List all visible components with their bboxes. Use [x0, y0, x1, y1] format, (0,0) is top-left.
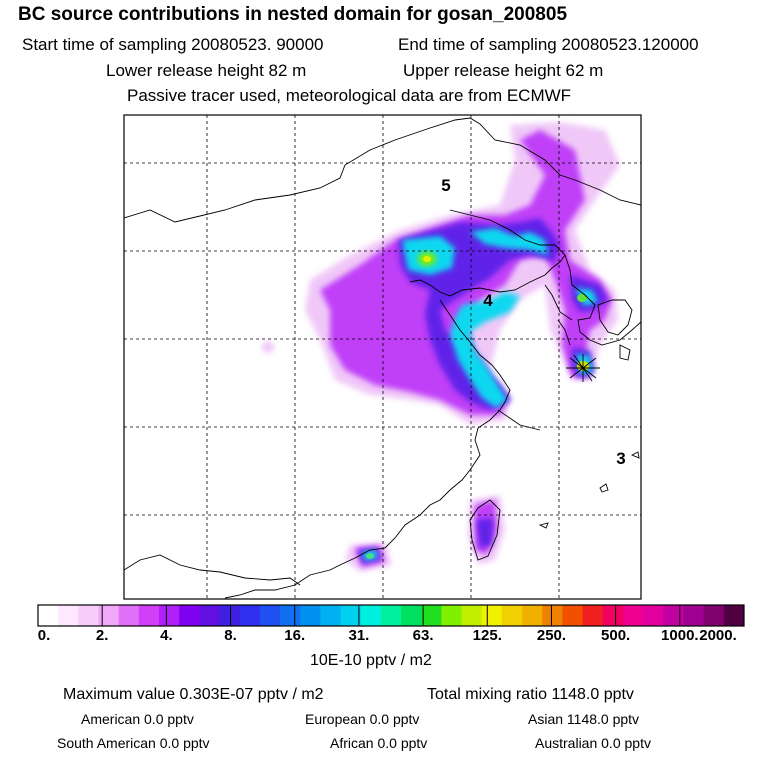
colorbar-cell [622, 605, 644, 626]
receptor-star-icon [566, 354, 600, 382]
colorbar [37, 604, 745, 627]
colorbar-cell [118, 605, 140, 626]
end-time-label: End time of sampling 20080523.120000 [398, 35, 699, 54]
colorbar-cell [562, 605, 584, 626]
colorbar-cell [360, 605, 382, 626]
colorbar-tick-label: 125. [472, 627, 502, 644]
start-time-label: Start time of sampling 20080523. 90000 [22, 35, 324, 54]
colorbar-tick-label: 63. [412, 627, 434, 644]
max-value-label: Maximum value 0.303E-07 pptv / m2 [63, 686, 324, 703]
colorbar-cell [38, 605, 59, 626]
colorbar-cell [199, 605, 221, 626]
colorbar-cell [300, 605, 321, 626]
region-label-4: 4 [483, 291, 493, 310]
colorbar-border [37, 604, 745, 627]
colorbar-cell [320, 605, 342, 626]
colorbar-tick-label: 4. [160, 627, 173, 644]
colorbar-cell [481, 605, 503, 626]
plume-field [262, 122, 620, 572]
colorbar-cell [380, 605, 402, 626]
region-label-5: 5 [441, 176, 450, 195]
colorbar-cell [602, 605, 624, 626]
colorbar-cell [401, 605, 422, 626]
colorbar-cell [542, 605, 563, 626]
colorbar-cell [159, 605, 180, 626]
map-frame [123, 114, 642, 600]
tracer-info-label: Passive tracer used, meteorological data… [127, 86, 572, 105]
colorbar-cell [98, 605, 120, 626]
colorbar-cell [643, 605, 664, 626]
colorbar-cell [723, 605, 745, 626]
colorbar-cell [582, 605, 604, 626]
colorbar-cell [522, 605, 543, 626]
colorbar-tick-label: 2000. [699, 627, 737, 644]
map-grid [124, 115, 641, 599]
region-label-3: 3 [616, 449, 625, 468]
colorbar-tick-label: 2. [95, 627, 109, 644]
american-contribution: American 0.0 pptv [81, 711, 194, 727]
colorbar-cell [703, 605, 725, 626]
colorbar-cell [78, 605, 100, 626]
colorbar-cell [461, 605, 483, 626]
chart-title: BC source contributions in nested domain… [18, 4, 568, 25]
colorbar-tick-label: 250. [536, 627, 567, 644]
lower-release-label: Lower release height 82 m [106, 61, 307, 80]
african-contribution: African 0.0 pptv [330, 735, 428, 751]
coastlines [124, 117, 641, 599]
colorbar-cell [441, 605, 463, 626]
upper-release-label: Upper release height 62 m [403, 61, 604, 80]
colorbar-cell [58, 605, 79, 626]
colorbar-cell [421, 605, 442, 626]
colorbar-tick-label: 16. [284, 627, 306, 644]
total-mixing-ratio-label: Total mixing ratio 1148.0 pptv [427, 686, 634, 703]
colorbar-cell [179, 605, 200, 626]
colorbar-cell [501, 605, 523, 626]
colorbar-cell [683, 605, 705, 626]
colorbar-cell [138, 605, 160, 626]
colorbar-tick-label: 1000. [661, 627, 699, 644]
colorbar-tick-label: 0. [37, 627, 51, 644]
australian-contribution: Australian 0.0 pptv [535, 735, 651, 751]
colorbar-tick-label: 500. [601, 627, 631, 644]
colorbar-cell [663, 605, 684, 626]
colorbar-cell [259, 605, 281, 626]
colorbar-cell [239, 605, 261, 626]
colorbar-cell [219, 605, 241, 626]
colorbar-tick-label: 8. [224, 627, 237, 644]
south-american-contribution: South American 0.0 pptv [57, 735, 210, 751]
colorbar-cell [340, 605, 362, 626]
colorbar-tick-label: 31. [348, 627, 370, 644]
colorbar-cell [280, 605, 301, 626]
european-contribution: European 0.0 pptv [305, 711, 420, 727]
asian-contribution: Asian 1148.0 pptv [528, 711, 640, 727]
colorbar-unit-label: 10E-10 pptv / m2 [310, 652, 432, 669]
